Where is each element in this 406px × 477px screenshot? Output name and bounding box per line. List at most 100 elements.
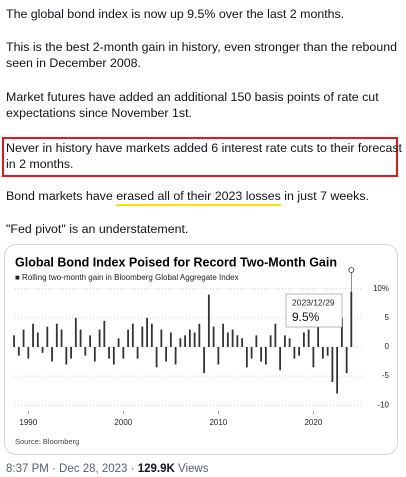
text: in just 7 weeks. bbox=[280, 189, 369, 203]
bar bbox=[245, 347, 248, 368]
bar bbox=[307, 329, 310, 347]
bar bbox=[283, 335, 286, 347]
bar bbox=[146, 317, 148, 347]
y-tick-label: -10 bbox=[377, 400, 389, 409]
text: Never in history have markets added 6 in… bbox=[6, 141, 402, 155]
bar bbox=[179, 338, 182, 347]
bar bbox=[331, 347, 334, 382]
bar bbox=[169, 332, 172, 347]
bar bbox=[217, 347, 220, 365]
bar bbox=[136, 347, 139, 359]
annotation-box bbox=[285, 293, 343, 328]
bar bbox=[103, 320, 106, 347]
x-tick-label: 2000 bbox=[114, 418, 132, 427]
text-line: Bond markets have erased all of their 20… bbox=[6, 188, 369, 206]
bar bbox=[165, 347, 167, 362]
bar bbox=[236, 335, 239, 347]
text: in 2 months. bbox=[6, 157, 74, 171]
chart-subtitle: ■ Rolling two-month gain in Bloomberg Gl… bbox=[15, 273, 239, 282]
bar bbox=[93, 347, 96, 362]
bar bbox=[184, 335, 186, 347]
bar bbox=[122, 347, 125, 359]
bar bbox=[17, 347, 20, 356]
bar bbox=[231, 329, 234, 347]
underlined-text: erased all of their 2023 losses bbox=[116, 189, 281, 206]
bar bbox=[226, 332, 229, 347]
y-tick-label: -5 bbox=[382, 371, 390, 380]
bar bbox=[264, 347, 267, 365]
bar bbox=[317, 323, 320, 347]
bar bbox=[79, 329, 82, 347]
bar bbox=[345, 347, 348, 374]
bar bbox=[279, 347, 282, 371]
bar bbox=[198, 323, 201, 347]
bar bbox=[212, 326, 215, 347]
bar bbox=[13, 335, 15, 347]
highlight-box bbox=[2, 137, 398, 177]
bar bbox=[255, 335, 258, 347]
bar bbox=[32, 323, 34, 347]
annotation-value: 9.5% bbox=[292, 310, 320, 324]
bar bbox=[321, 347, 324, 359]
text: The global bond index is now up 9.5% ove… bbox=[6, 7, 345, 21]
y-tick-label: 0 bbox=[385, 342, 390, 351]
bar bbox=[260, 347, 263, 362]
chart-image[interactable]: Global Bond Index Poised for Record Two-… bbox=[4, 244, 398, 455]
bar bbox=[84, 347, 87, 356]
views-count: 129.9K bbox=[137, 463, 175, 475]
bar bbox=[160, 329, 163, 347]
bar bbox=[350, 291, 353, 347]
bar bbox=[74, 317, 77, 347]
bar bbox=[203, 347, 206, 374]
bar bbox=[269, 335, 272, 347]
bar bbox=[207, 294, 210, 347]
x-tick-label: 1990 bbox=[19, 418, 37, 427]
bar bbox=[36, 332, 39, 347]
x-tick-label: 2020 bbox=[304, 418, 322, 427]
text: Bond markets have bbox=[6, 189, 117, 203]
chart: Global Bond Index Poised for Record Two-… bbox=[13, 255, 390, 446]
source: Source: Bloomberg bbox=[15, 437, 79, 446]
bar bbox=[340, 317, 343, 347]
bar bbox=[98, 329, 101, 347]
bar bbox=[302, 332, 305, 347]
bar bbox=[117, 338, 120, 347]
bar bbox=[46, 326, 49, 347]
bar bbox=[241, 338, 244, 347]
bar bbox=[22, 329, 25, 347]
bar bbox=[274, 323, 277, 347]
bar bbox=[65, 347, 68, 365]
bar bbox=[131, 323, 134, 347]
bar bbox=[298, 347, 301, 356]
bar bbox=[55, 323, 58, 347]
bar bbox=[312, 347, 315, 368]
bar bbox=[51, 347, 53, 362]
text: "Fed pivot" is an understatement. bbox=[6, 222, 189, 236]
chart-title: Global Bond Index Poised for Record Two-… bbox=[15, 255, 337, 269]
text: Market futures have added an additional … bbox=[6, 90, 379, 104]
bar bbox=[141, 326, 144, 347]
bar bbox=[188, 329, 191, 347]
bar bbox=[127, 329, 129, 347]
bar bbox=[89, 335, 91, 347]
y-tick-label: 10% bbox=[373, 284, 389, 293]
bar bbox=[174, 347, 177, 365]
bar bbox=[27, 347, 30, 359]
bar bbox=[250, 347, 253, 359]
bar bbox=[112, 347, 115, 365]
bar bbox=[41, 347, 44, 353]
annotation-date: 2023/12/29 bbox=[292, 297, 335, 307]
text: This is the best 2-month gain in history… bbox=[6, 40, 397, 54]
y-tick-label: 5 bbox=[385, 313, 390, 322]
footer: 8:37 PM · Dec 28, 2023 · 129.9K Views bbox=[6, 463, 208, 475]
annotation-point bbox=[348, 267, 355, 273]
bar bbox=[293, 347, 296, 359]
bar bbox=[326, 347, 329, 356]
bar bbox=[70, 347, 72, 359]
text: seen in December 2008. bbox=[6, 56, 142, 70]
bar bbox=[193, 332, 196, 347]
bar bbox=[60, 329, 63, 347]
bar bbox=[222, 323, 225, 347]
views-label: Views bbox=[174, 463, 209, 475]
